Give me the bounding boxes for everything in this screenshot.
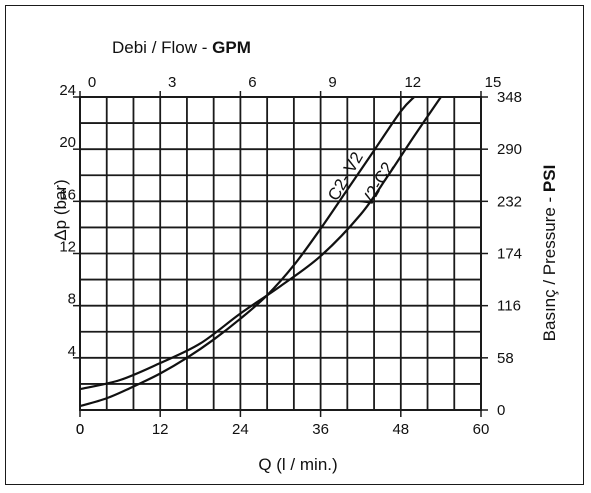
x-tick-label: 24 <box>232 421 249 438</box>
right-tick-label: 232 <box>497 193 522 210</box>
right-tick-label: 116 <box>497 298 521 315</box>
top-tick-label: 3 <box>168 74 176 91</box>
y-tick-label: 4 <box>68 343 76 360</box>
x-tick-label: 0 <box>76 421 84 438</box>
y-tick-label: 8 <box>68 291 76 308</box>
right-tick-label: 174 <box>497 246 522 263</box>
y-tick-label: 24 <box>59 82 76 99</box>
x-tick-label: 12 <box>152 421 169 438</box>
top-tick-label: 15 <box>485 74 502 91</box>
y-origin-label: 0 <box>76 421 84 438</box>
right-tick-label: 0 <box>497 402 505 419</box>
y-axis-label: Δp (bar) <box>51 179 70 240</box>
x-axis-label: Q (l / min.) <box>258 455 337 474</box>
right-axis-label: Basınç / Pressure - PSI <box>540 165 559 342</box>
series-line-v2-c2 <box>79 96 442 391</box>
grid <box>80 97 481 410</box>
top-axis-label: Debi / Flow - GPM <box>112 38 251 57</box>
y-tick-label: 20 <box>59 134 76 151</box>
y-tick-label: 16 <box>59 186 76 203</box>
series-line-c2-v2 <box>79 96 415 408</box>
axes: 0 12 24 36 48 600 3 6 9 12 15481216202400581161742… <box>59 74 522 438</box>
top-tick-label: 0 <box>88 74 96 91</box>
x-tick-label: 60 <box>473 421 490 438</box>
x-tick-label: 36 <box>312 421 329 438</box>
curves <box>79 96 442 408</box>
labels: Debi / Flow - GPM Q (l / min.) Δp (bar) … <box>51 38 559 474</box>
top-tick-label: 6 <box>248 74 256 91</box>
right-tick-label: 290 <box>497 141 522 158</box>
x-tick-label: 48 <box>392 421 409 438</box>
y-tick-label: 12 <box>59 239 76 256</box>
top-tick-label: 12 <box>404 74 421 91</box>
right-tick-label: 348 <box>497 89 522 106</box>
right-tick-label: 58 <box>497 350 514 367</box>
top-tick-label: 9 <box>328 74 336 91</box>
